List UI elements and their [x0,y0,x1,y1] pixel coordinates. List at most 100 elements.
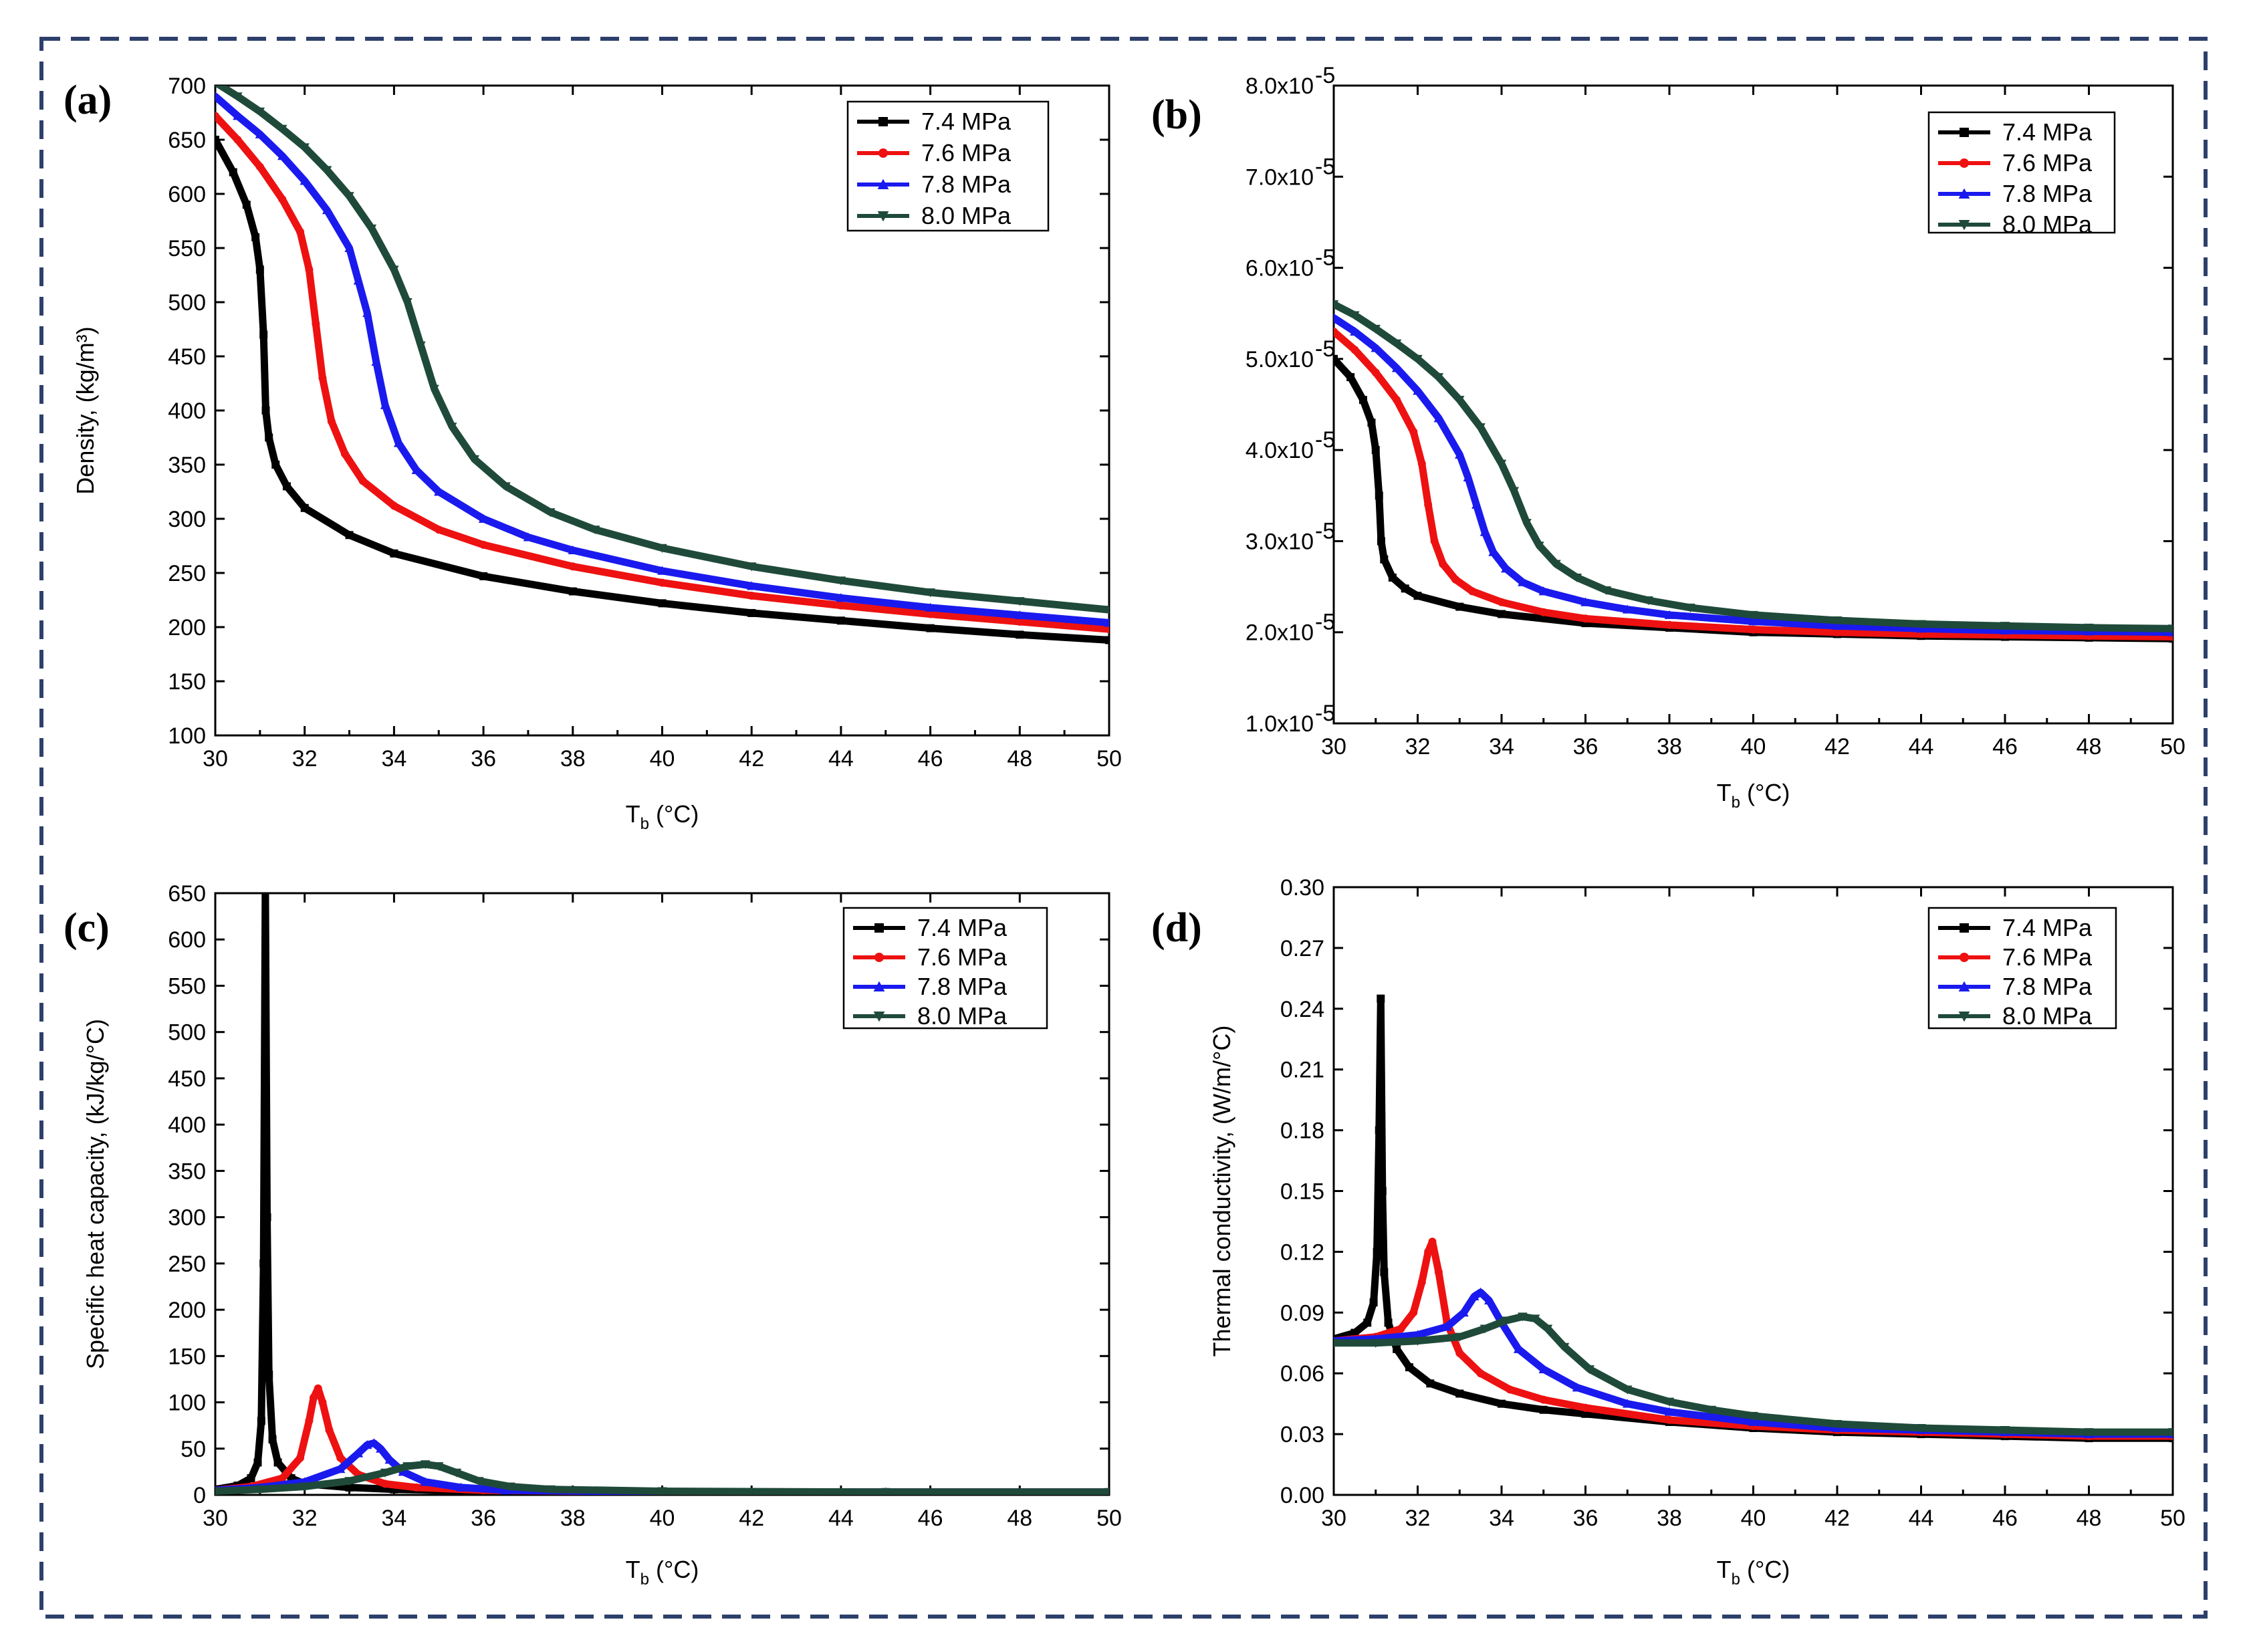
x-tick-label: 48 [1007,1506,1032,1531]
data-point [1601,586,1612,596]
data-point [1350,1328,1359,1337]
data-point [880,1488,891,1495]
data-point [1749,625,1758,634]
data-point [389,265,399,275]
data-point [505,1482,515,1492]
data-point [523,532,534,542]
data-point [1748,1417,1758,1426]
data-point [1581,1403,1590,1412]
data-point [1509,487,1520,496]
data-point [411,465,422,475]
data-point [1664,1397,1675,1407]
data-point [1413,1336,1423,1346]
data-point [255,162,264,171]
x-tick-label: 42 [1824,734,1850,759]
data-point [215,136,219,144]
data-point [1463,472,1473,482]
data-point [469,455,479,465]
data-point [1623,1385,1633,1395]
data-point [1451,575,1459,584]
data-point [277,151,287,160]
data-point [312,320,320,328]
legend-marker [877,211,889,222]
data-point [1373,1248,1381,1256]
data-point [501,1485,511,1495]
data-point [1375,1126,1383,1135]
data-point [380,1468,390,1478]
data-point [353,1448,364,1457]
x-tick-label: 46 [918,746,943,772]
data-point [1581,1409,1590,1418]
data-point [384,1455,394,1464]
x-tick-label: 50 [2160,734,2185,759]
x-tick-label: 32 [1405,1506,1431,1531]
data-point [747,608,756,617]
data-point [259,330,268,339]
data-point [2167,1428,2173,1437]
data-point [398,1467,408,1476]
data-point [344,192,354,201]
data-point [1496,459,1507,469]
y-tick-label: 0.06 [1280,1361,1324,1387]
x-tick-label: 44 [828,1506,854,1531]
data-point [247,1474,255,1483]
y-axis-title: Density, (kg/m³) [72,326,99,494]
data-point [1371,1338,1381,1348]
data-point [1538,586,1548,596]
data-point [1358,396,1367,404]
data-point [353,275,364,285]
legend-marker [1960,923,1969,933]
data-point [327,417,336,426]
data-point [255,129,265,138]
data-point [1417,1278,1426,1286]
data-point [1501,1316,1511,1326]
data-point [305,1417,314,1425]
legend-marker [877,179,889,189]
y-tick-label: 600 [168,182,206,207]
series-line [1334,1312,2173,1436]
data-point [259,1259,268,1268]
x-tick-label: 30 [1321,734,1346,759]
data-point [1430,537,1439,546]
data-point [1623,604,1633,614]
data-point [1455,1389,1464,1398]
data-point [657,544,667,553]
x-tick-label: 42 [739,1506,764,1531]
data-point [1580,597,1590,606]
data-point [1832,1419,1843,1429]
data-point [1334,354,1338,363]
legend-label: 7.4 MPa [2002,914,2093,941]
legend-marker [1960,953,1969,962]
x-axis-title-main: T [1717,779,1732,806]
data-point [501,482,511,491]
data-point [371,356,381,366]
data-point [278,195,287,204]
data-point [416,341,426,350]
data-point [925,602,935,612]
data-point [657,566,667,575]
y-tick-label: 0.12 [1280,1240,1324,1265]
x-tick-label: 44 [828,746,854,772]
legend-label: 7.4 MPa [2002,118,2093,146]
data-point [1417,459,1426,468]
data-point [1016,630,1024,639]
data-point [1685,603,1695,613]
y-tick-label: 700 [168,74,206,99]
x-tick-label: 46 [1992,734,2018,759]
data-point [1455,1332,1465,1342]
data-point [1459,1308,1469,1317]
y-tick-label: 550 [168,236,206,261]
data-point [546,508,556,517]
data-point [300,176,310,185]
data-point [1434,1268,1443,1276]
legend-marker [1960,128,1969,137]
y-tick-exponent: -5 [1315,610,1335,635]
data-point [255,1485,265,1494]
data-point [1409,427,1418,436]
data-point [1643,596,1653,606]
panel-label: (d) [1151,905,1202,951]
data-point [1363,1318,1372,1327]
y-tick-exponent: -5 [1315,63,1335,88]
data-point [268,1435,277,1443]
data-point [435,525,443,534]
